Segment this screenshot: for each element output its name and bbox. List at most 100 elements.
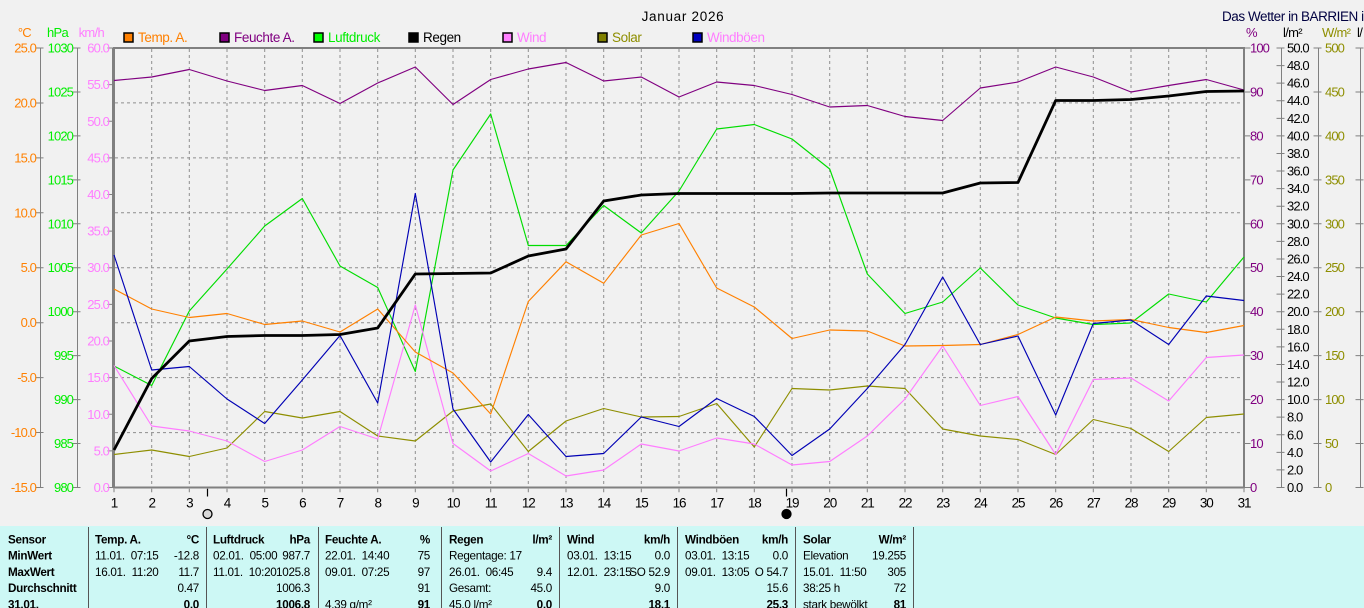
svg-text:26.01. 06:45: 26.01. 06:45	[449, 566, 514, 579]
svg-text:l/m²: l/m²	[1283, 25, 1303, 40]
svg-text:34.0: 34.0	[1287, 181, 1309, 196]
svg-text:100: 100	[1325, 392, 1345, 407]
svg-text:16.01. 11:20: 16.01. 11:20	[95, 566, 159, 579]
svg-text:40.0: 40.0	[87, 187, 109, 202]
svg-text:400: 400	[1325, 128, 1345, 143]
svg-text:75: 75	[418, 550, 431, 563]
svg-text:28.0: 28.0	[1287, 234, 1309, 249]
svg-text:45.0: 45.0	[530, 582, 552, 595]
svg-text:°C: °C	[186, 534, 199, 547]
svg-text:45.0 l/m²: 45.0 l/m²	[449, 598, 492, 608]
svg-text:5.0: 5.0	[21, 260, 37, 275]
svg-text:23: 23	[936, 496, 949, 511]
svg-text:26.0: 26.0	[1287, 252, 1309, 267]
svg-text:0: 0	[1250, 480, 1257, 495]
svg-text:1025: 1025	[48, 85, 74, 100]
svg-text:km/h: km/h	[644, 534, 670, 547]
svg-text:Temp. A.: Temp. A.	[95, 534, 141, 547]
svg-text:15.6: 15.6	[766, 582, 788, 595]
svg-text:48.0: 48.0	[1287, 58, 1309, 73]
svg-text:25.3: 25.3	[766, 598, 788, 608]
svg-text:30.0: 30.0	[87, 260, 109, 275]
svg-text:10: 10	[1250, 436, 1263, 451]
svg-text:18: 18	[748, 496, 761, 511]
svg-text:36.0: 36.0	[1287, 164, 1309, 179]
svg-text:Feuchte A.: Feuchte A.	[234, 30, 295, 45]
svg-text:MinWert: MinWert	[8, 550, 52, 563]
svg-text:100: 100	[1250, 41, 1270, 56]
svg-text:Januar 2026: Januar 2026	[642, 9, 725, 24]
svg-text:l/: l/	[1357, 25, 1363, 40]
svg-text:15.0: 15.0	[87, 370, 109, 385]
svg-text:1000: 1000	[48, 304, 74, 319]
svg-text:1006.3: 1006.3	[276, 582, 310, 595]
svg-text:12: 12	[522, 496, 535, 511]
svg-text:11.7: 11.7	[178, 566, 199, 579]
svg-text:1020: 1020	[48, 128, 74, 143]
svg-text:70: 70	[1250, 172, 1263, 187]
svg-text:19: 19	[786, 496, 799, 511]
svg-text:11: 11	[485, 496, 497, 511]
svg-text:19.255: 19.255	[872, 550, 907, 563]
svg-text:0.0: 0.0	[1287, 480, 1303, 495]
svg-text:Windböen: Windböen	[707, 30, 765, 45]
svg-text:50.0: 50.0	[1287, 41, 1309, 56]
svg-text:11.01. 10:20: 11.01. 10:20	[213, 566, 277, 579]
svg-text:46.0: 46.0	[1287, 76, 1309, 91]
svg-text:500: 500	[1325, 41, 1345, 56]
svg-text:32.0: 32.0	[1287, 199, 1309, 214]
svg-text:24.0: 24.0	[1287, 269, 1309, 284]
svg-text:°C: °C	[18, 25, 31, 40]
svg-text:250: 250	[1325, 260, 1345, 275]
svg-text:12.01. 23:15: 12.01. 23:15	[567, 566, 632, 579]
svg-text:10: 10	[447, 496, 460, 511]
svg-text:6.0: 6.0	[1287, 427, 1303, 442]
svg-text:25.0: 25.0	[87, 297, 109, 312]
svg-text:9.0: 9.0	[655, 582, 671, 595]
svg-text:995: 995	[54, 348, 74, 363]
svg-text:50: 50	[1325, 436, 1338, 451]
svg-text:2: 2	[148, 496, 155, 511]
svg-text:97: 97	[418, 566, 430, 579]
svg-text:14.0: 14.0	[1287, 357, 1309, 372]
svg-text:0.0: 0.0	[21, 315, 37, 330]
svg-text:18.1: 18.1	[648, 598, 670, 608]
svg-text:9.4: 9.4	[537, 566, 553, 579]
svg-text:Temp. A.: Temp. A.	[138, 30, 187, 45]
svg-text:0.0: 0.0	[773, 550, 789, 563]
svg-text:300: 300	[1325, 216, 1345, 231]
svg-text:Solar: Solar	[803, 534, 831, 547]
svg-text:09.01. 07:25: 09.01. 07:25	[325, 566, 390, 579]
svg-text:38:25 h: 38:25 h	[803, 582, 840, 595]
svg-text:987.7: 987.7	[282, 550, 310, 563]
svg-text:-5.0: -5.0	[17, 370, 36, 385]
svg-text:1: 1	[111, 496, 118, 511]
svg-text:55.0: 55.0	[87, 77, 109, 92]
svg-text:18.0: 18.0	[1287, 322, 1309, 337]
svg-text:8.0: 8.0	[1287, 410, 1303, 425]
svg-text:60: 60	[1250, 216, 1263, 231]
svg-text:50: 50	[1250, 260, 1263, 275]
svg-text:22.01. 14:40: 22.01. 14:40	[325, 550, 390, 563]
svg-text:4: 4	[224, 496, 232, 511]
svg-text:31.01.: 31.01.	[8, 598, 39, 608]
svg-text:Windböen: Windböen	[685, 534, 739, 547]
svg-text:20: 20	[823, 496, 836, 511]
svg-text:km/h: km/h	[762, 534, 788, 547]
svg-text:60.0: 60.0	[87, 41, 109, 56]
svg-text:1025.8: 1025.8	[276, 566, 310, 579]
svg-text:91: 91	[418, 582, 430, 595]
svg-text:27: 27	[1087, 496, 1100, 511]
svg-text:-12.8: -12.8	[174, 550, 199, 563]
svg-text:4.39 g/m²: 4.39 g/m²	[325, 598, 372, 608]
svg-text:Feuchte A.: Feuchte A.	[325, 534, 381, 547]
svg-text:9: 9	[412, 496, 419, 511]
svg-text:km/h: km/h	[79, 25, 105, 40]
svg-text:16: 16	[673, 496, 686, 511]
svg-text:2.0: 2.0	[1287, 462, 1303, 477]
svg-text:26: 26	[1049, 496, 1062, 511]
svg-text:Regentage: 17: Regentage: 17	[449, 550, 522, 563]
svg-text:03.01. 13:15: 03.01. 13:15	[685, 550, 750, 563]
svg-text:24: 24	[974, 496, 988, 511]
svg-text:%: %	[1246, 25, 1258, 40]
